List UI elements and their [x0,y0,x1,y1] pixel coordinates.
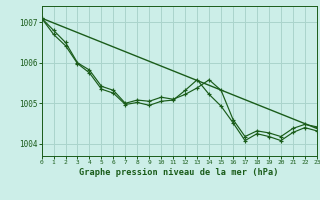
X-axis label: Graphe pression niveau de la mer (hPa): Graphe pression niveau de la mer (hPa) [79,168,279,177]
